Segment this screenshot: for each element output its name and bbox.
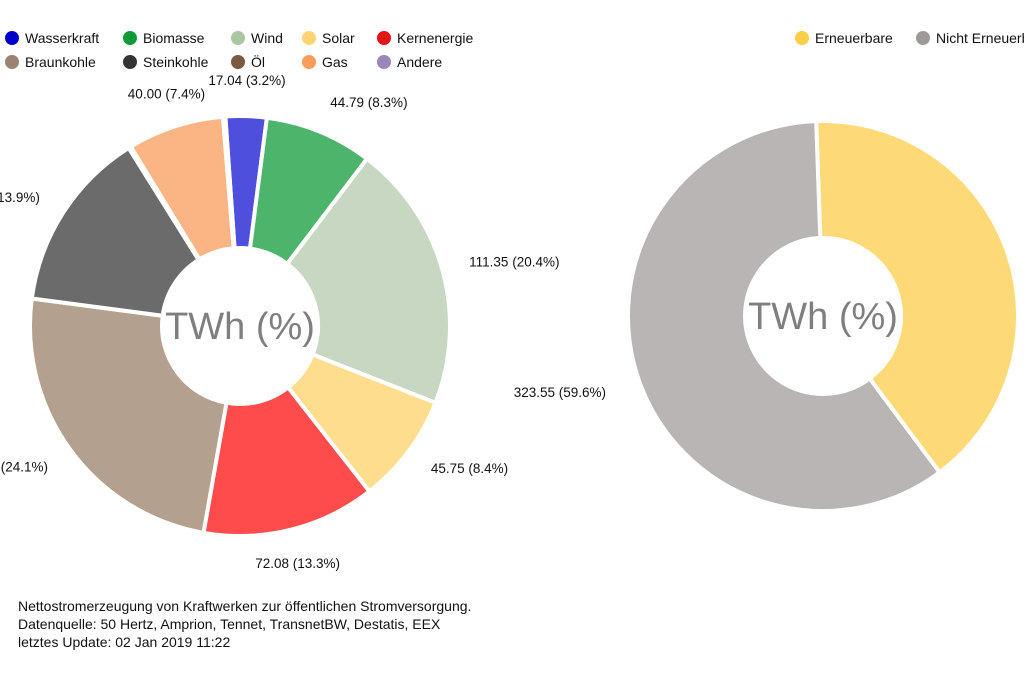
legend-item-steinkohle[interactable]: Steinkohle <box>123 54 208 70</box>
footer-note: Nettostromerzeugung von Kraftwerken zur … <box>18 597 471 651</box>
legend-swatch <box>302 31 316 45</box>
legend-label: Nicht Erneuerbare <box>936 30 1024 46</box>
legend-item-braunkohle[interactable]: Braunkohle <box>5 54 96 70</box>
legend-label: Braunkohle <box>25 54 96 70</box>
legend-label: Wasserkraft <box>25 30 100 46</box>
legend-swatch <box>302 55 316 69</box>
legend-label: Kernenergie <box>397 30 474 46</box>
legend-swatch <box>123 55 137 69</box>
slice-braunkohle[interactable] <box>28 296 229 535</box>
legend-swatch <box>795 31 809 45</box>
slice-label-nicht-erneuerbare: 323.55 (59.6%) <box>514 385 606 400</box>
legend-item-erneuerbare[interactable]: Erneuerbare <box>795 30 893 46</box>
legend-item-solar[interactable]: Solar <box>302 30 355 46</box>
legend-swatch <box>5 55 19 69</box>
footer-update: letztes Update: 02 Jan 2019 11:22 <box>18 634 231 650</box>
legend-item-gas[interactable]: Gas <box>302 54 348 70</box>
slice-label-wind: 111.35 (20.4%) <box>469 255 559 270</box>
legend-item-kernenergie[interactable]: Kernenergie <box>377 30 473 46</box>
slice-steinkohle[interactable] <box>29 145 201 318</box>
legend-label: Erneuerbare <box>815 30 893 46</box>
footer-source: Datenquelle: 50 Hertz, Amprion, Tennet, … <box>18 616 441 632</box>
legend-item-wind[interactable]: Wind <box>231 30 283 46</box>
legend-swatch <box>231 31 245 45</box>
legend-item-andere[interactable]: Andere <box>377 54 442 70</box>
legend-swatch <box>123 31 137 45</box>
slice-label-steinkohle: 75.71 (13.9%) <box>0 190 40 205</box>
slice-label-solar: 45.75 (8.4%) <box>431 461 508 476</box>
legend-swatch <box>377 31 391 45</box>
legend-label: Solar <box>322 30 355 46</box>
slice-wind[interactable] <box>285 156 452 405</box>
slice-kernenergie[interactable] <box>201 385 372 538</box>
legend-label: Wind <box>251 30 283 46</box>
center-label: TWh (%) <box>165 306 315 348</box>
legend-swatch <box>5 31 19 45</box>
legend-item-biomasse[interactable]: Biomasse <box>123 30 204 46</box>
legend-item-oel[interactable]: Öl <box>231 54 265 70</box>
slice-label-braunkohle: 131.28 (24.1%) <box>0 460 48 475</box>
legend-label: Andere <box>397 54 443 70</box>
legend-item-wasserkraft[interactable]: Wasserkraft <box>5 30 99 46</box>
legend-swatch <box>916 31 930 45</box>
slice-erneuerbare[interactable] <box>814 119 1020 475</box>
slice-andere[interactable] <box>220 114 237 251</box>
legend-item-nicht-erneuerbare[interactable]: Nicht Erneuerbare <box>916 30 1024 46</box>
slice-label-kernenergie: 72.08 (13.3%) <box>255 556 340 571</box>
slice-nicht-erneuerbare[interactable] <box>626 119 942 513</box>
center-label: TWh (%) <box>748 296 898 338</box>
footer-description: Nettostromerzeugung von Kraftwerken zur … <box>18 598 472 614</box>
legend-label: Steinkohle <box>143 54 209 70</box>
slice-label-biomasse: 44.79 (8.3%) <box>330 95 407 110</box>
legend-label: Biomasse <box>143 30 205 46</box>
legend-swatch <box>231 55 245 69</box>
slice-label-wasserkraft: 17.04 (3.2%) <box>208 73 285 88</box>
legend-swatch <box>377 55 391 69</box>
legend-label: Gas <box>322 54 348 70</box>
slice-label-gas: 40.00 (7.4%) <box>128 87 205 102</box>
legend-label: Öl <box>251 54 265 70</box>
